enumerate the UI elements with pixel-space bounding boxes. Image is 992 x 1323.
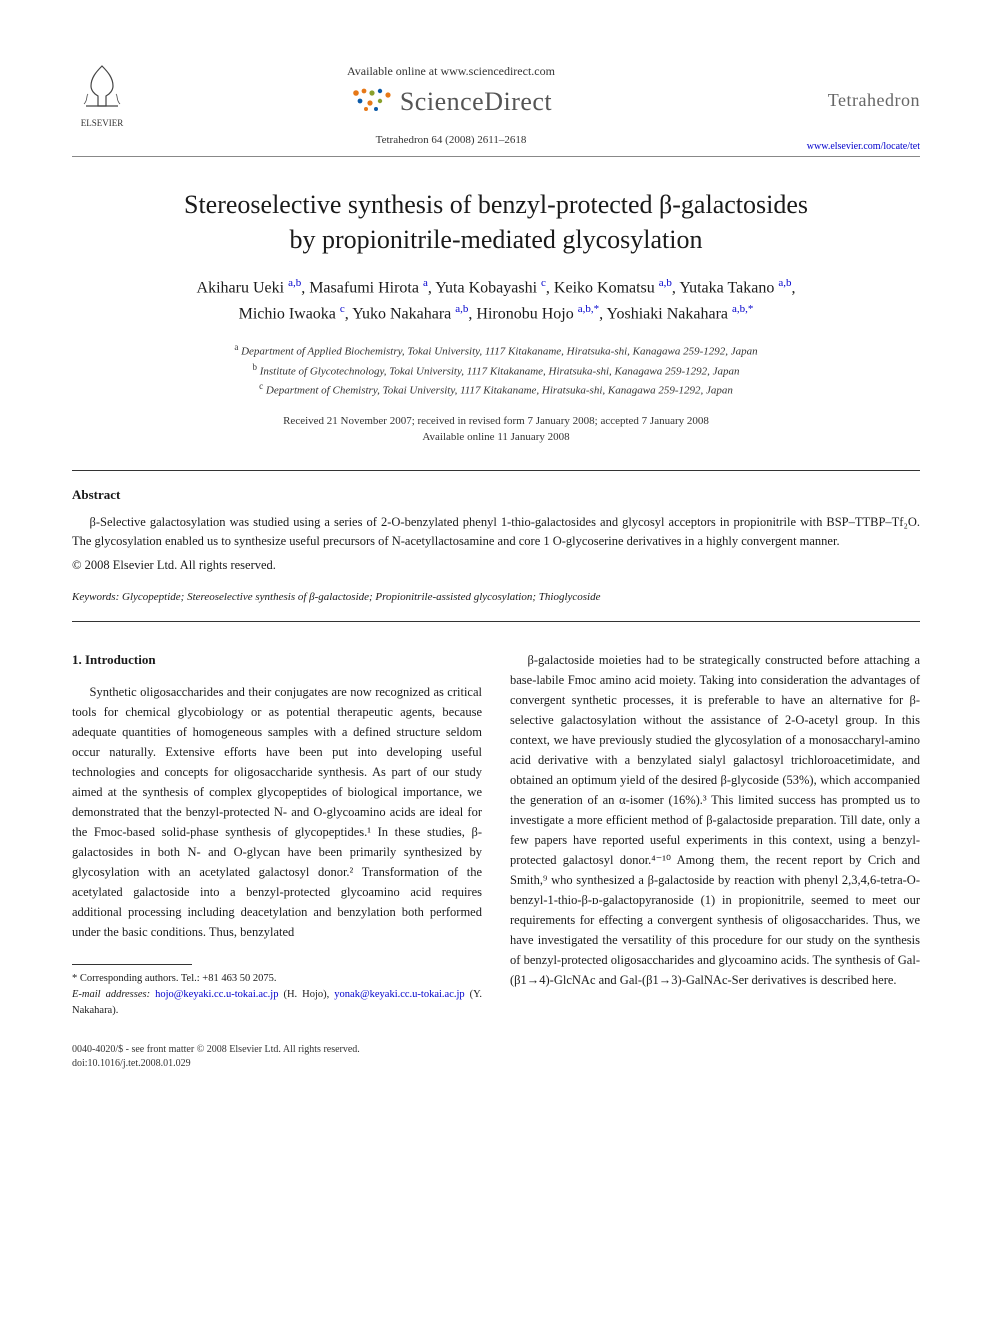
author-8-affil: a,b,* (578, 303, 599, 315)
email-line: E-mail addresses: hojo@keyaki.cc.u-tokai… (72, 987, 482, 1019)
article-dates: Received 21 November 2007; received in r… (72, 413, 920, 446)
keywords-text: Glycopeptide; Stereoselective synthesis … (122, 591, 600, 603)
abstract-label: Abstract (72, 487, 920, 503)
journal-block: Tetrahedron www.elsevier.com/locate/tet (770, 60, 920, 152)
bottom-matter: 0040-4020/$ - see front matter © 2008 El… (72, 1043, 920, 1071)
authors-comma: , (791, 280, 795, 297)
article-title: Stereoselective synthesis of benzyl-prot… (72, 187, 920, 257)
available-online-text: Available online at www.sciencedirect.co… (132, 64, 770, 79)
title-line-1: Stereoselective synthesis of benzyl-prot… (184, 190, 808, 219)
body-columns: 1. Introduction Synthetic oligosaccharid… (72, 650, 920, 1019)
sciencedirect-text: ScienceDirect (400, 87, 552, 117)
author-5: , Yutaka Takano (672, 280, 778, 297)
intro-para-left: Synthetic oligosaccharides and their con… (72, 682, 482, 942)
author-6: Michio Iwaoka (239, 306, 340, 323)
abstract-copyright: © 2008 Elsevier Ltd. All rights reserved… (72, 558, 920, 573)
intro-para-right: β-galactoside moieties had to be strateg… (510, 650, 920, 990)
author-9: , Yoshiaki Nakahara (599, 306, 732, 323)
keywords-label: Keywords: (72, 591, 119, 603)
author-5-affil: a,b (778, 277, 791, 289)
citation-line: Tetrahedron 64 (2008) 2611–2618 (132, 134, 770, 146)
doi-line: doi:10.1016/j.tet.2008.01.029 (72, 1057, 920, 1071)
author-2: , Masafumi Hirota (301, 280, 423, 297)
authors: Akiharu Ueki a,b, Masafumi Hirota a, Yut… (72, 275, 920, 327)
abstract-body: β-Selective galactosylation was studied … (72, 513, 920, 552)
author-9-affil: a,b,* (732, 303, 753, 315)
dates-online: Available online 11 January 2008 (422, 431, 569, 443)
author-3: , Yuta Kobayashi (428, 280, 541, 297)
sciencedirect-dots-icon (350, 85, 394, 118)
author-7-affil: a,b (455, 303, 468, 315)
author-4: , Keiko Komatsu (546, 280, 659, 297)
author-1: Akiharu Ueki (197, 280, 289, 297)
sciencedirect-logo: ScienceDirect (350, 85, 552, 118)
email-2[interactable]: yonak@keyaki.cc.u-tokai.ac.jp (334, 989, 464, 1000)
journal-name: Tetrahedron (770, 90, 920, 111)
section-1-heading: 1. Introduction (72, 650, 482, 671)
abstract-rule-bottom (72, 621, 920, 622)
affiliation-b: Institute of Glycotechnology, Tokai Univ… (260, 365, 740, 377)
email-1-who: (H. Hojo), (283, 989, 329, 1000)
keywords: Keywords: Glycopeptide; Stereoselective … (72, 591, 920, 603)
title-line-2: by propionitrile-mediated glycosylation (289, 225, 702, 254)
journal-url[interactable]: www.elsevier.com/locate/tet (770, 141, 920, 152)
front-matter-line: 0040-4020/$ - see front matter © 2008 El… (72, 1043, 920, 1057)
publisher-name: ELSEVIER (72, 118, 132, 128)
author-4-affil: a,b (659, 277, 672, 289)
abstract-rule-top (72, 470, 920, 471)
header-rule (72, 156, 920, 157)
author-1-affil: a,b (288, 277, 301, 289)
footnotes: * Corresponding authors. Tel.: +81 463 5… (72, 971, 482, 1018)
author-7: , Yuko Nakahara (345, 306, 455, 323)
email-label: E-mail addresses: (72, 989, 150, 1000)
email-1[interactable]: hojo@keyaki.cc.u-tokai.ac.jp (155, 989, 278, 1000)
column-right: β-galactoside moieties had to be strateg… (510, 650, 920, 1019)
elsevier-tree-icon (76, 60, 128, 116)
affiliation-c: Department of Chemistry, Tokai Universit… (266, 384, 733, 396)
affiliations: a Department of Applied Biochemistry, To… (72, 341, 920, 398)
author-8: , Hironobu Hojo (468, 306, 577, 323)
affiliation-a: Department of Applied Biochemistry, Toka… (241, 346, 758, 358)
dates-received: Received 21 November 2007; received in r… (283, 415, 709, 427)
header-center: Available online at www.sciencedirect.co… (132, 60, 770, 146)
corr-author-note: * Corresponding authors. Tel.: +81 463 5… (72, 971, 482, 987)
column-left: 1. Introduction Synthetic oligosaccharid… (72, 650, 482, 1019)
footnote-rule (72, 964, 192, 965)
publisher-logo: ELSEVIER (72, 60, 132, 128)
page-header: ELSEVIER Available online at www.science… (72, 60, 920, 152)
